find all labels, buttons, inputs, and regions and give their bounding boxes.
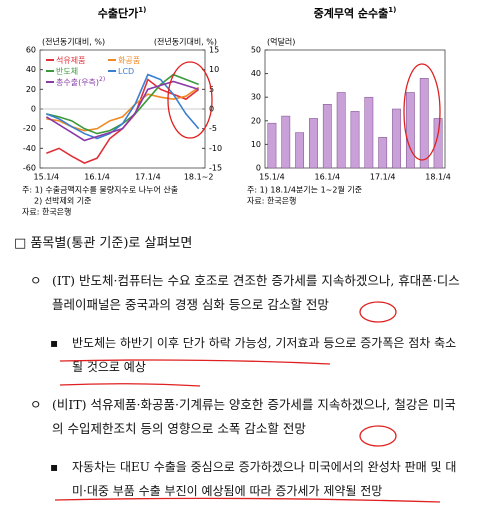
y-tick-label: 50 — [251, 46, 261, 55]
y2-axis-label: (전년동기대비, %) — [154, 37, 217, 47]
item: ㅇ (비IT) 석유제품·화공품·기계류는 양호한 증가세를 지속하겠으나, 철강… — [30, 393, 464, 441]
y-axis-label: (억달러) — [267, 37, 295, 47]
legend-label: 총수출(우측)2) — [56, 76, 105, 87]
item-marker: ▪ — [50, 336, 59, 350]
y-tick-label: 40 — [26, 65, 36, 74]
section-heading: □ 품목별(통관 기준)로 살펴보면 — [14, 236, 193, 251]
chart-title: 수출단가1) — [98, 6, 147, 20]
chart-title-text: 수출단가 — [98, 6, 138, 20]
legend-text: 반도체 — [56, 66, 78, 76]
y-tick-label: 10 — [251, 140, 261, 149]
y-tick-label: 60 — [26, 46, 36, 55]
x-tick-label: 15.1/4 — [34, 173, 60, 182]
item-text: 자동차는 대EU 수출을 중심으로 증가하겠으나 미국에서의 완성차 판매 및 … — [72, 460, 457, 498]
x-tick-label: 17.1/4 — [370, 173, 396, 182]
y2-tick-label: -10 — [209, 144, 222, 153]
item-list: ㅇ (IT) 반도체·컴퓨터는 수요 호조로 견조한 증가세를 지속하겠으나, 휴… — [0, 269, 480, 503]
y-tick-label: 20 — [251, 116, 261, 125]
item: ㅇ (IT) 반도체·컴퓨터는 수요 호조로 견조한 증가세를 지속하겠으나, 휴… — [30, 269, 464, 317]
y2-tick-label: 10 — [209, 65, 219, 74]
legend-text: LCD — [118, 67, 134, 76]
bar — [281, 115, 291, 169]
y-tick-label: 20 — [26, 85, 36, 94]
x-tick-label: 15.1/4 — [259, 173, 285, 182]
bar — [322, 104, 332, 169]
legend-text: 총수출(우측) — [56, 77, 99, 87]
item-marker: ㅇ — [30, 273, 42, 288]
x-tick-label: 17.1/4 — [135, 173, 161, 182]
bar — [364, 96, 374, 169]
legend-label: 화공품 — [118, 56, 140, 65]
legend-label: 석유제품 — [56, 55, 85, 65]
bar — [392, 108, 401, 169]
legend-note: 2) — [99, 76, 105, 83]
bar — [336, 92, 346, 169]
item-text: (비IT) 석유제품·화공품·기계류는 양호한 증가세를 지속하겠으나, 철강은… — [52, 397, 456, 436]
y-tick-label: -40 — [23, 144, 36, 153]
bar — [350, 111, 360, 169]
y-tick-label: 0 — [256, 164, 261, 173]
y2-tick-label: 15 — [209, 46, 219, 55]
x-tick-label: 18.1/4 — [425, 173, 451, 182]
item-marker: ▪ — [50, 460, 59, 474]
bar — [267, 122, 277, 169]
bar — [405, 92, 415, 169]
legend-text: 석유제품 — [56, 55, 85, 65]
title-note: 1) — [388, 6, 396, 14]
bar — [419, 78, 429, 169]
legend-label: 반도체 — [56, 66, 78, 76]
legend-text: 화공품 — [118, 56, 140, 65]
series-line — [46, 78, 200, 164]
y-tick-label: 0 — [31, 105, 36, 114]
chart-title-text: 중계무역 순수출 — [314, 6, 389, 20]
y-tick-label: -20 — [23, 124, 36, 133]
y2-tick-label: -5 — [209, 124, 217, 133]
bar — [309, 118, 318, 169]
legend-label: LCD — [118, 67, 134, 76]
item-text: (IT) 반도체·컴퓨터는 수요 호조로 견조한 증가세를 지속하겠으나, 휴대… — [52, 273, 460, 312]
section: □ 품목별(통관 기준)로 살펴보면 ㅇ (IT) 반도체·컴퓨터는 수요 호조로… — [0, 232, 480, 517]
bar — [378, 137, 388, 169]
bar — [433, 118, 443, 169]
series-line — [45, 80, 199, 142]
y2-tick-label: 0 — [209, 105, 214, 114]
y-tick-label: 30 — [251, 93, 261, 102]
x-tick-label: 16.1/4 — [315, 173, 341, 182]
y2-tick-label: 5 — [209, 85, 214, 94]
footnote: 2) 선박제외 기준 — [34, 196, 91, 206]
title-note: 1) — [138, 6, 146, 14]
footnote: 주: 1) 18.1/4분기는 1~2월 기준 — [247, 185, 362, 195]
item: ▪ 반도체는 하반기 이후 단가 하락 가능성, 기저효과 등으로 증가폭은 점차… — [50, 331, 464, 379]
footnote: 주: 1) 수출금액지수를 물량지수로 나누어 산출 — [22, 185, 178, 195]
chart-title: 중계무역 순수출1) — [314, 6, 397, 20]
y2-tick-label: -15 — [209, 164, 222, 173]
x-tick-label: 18.1~2 — [184, 173, 214, 182]
y-tick-label: 40 — [251, 69, 261, 78]
item-marker: ㅇ — [30, 397, 42, 412]
x-tick-label: 16.1/4 — [84, 173, 110, 182]
footnote: 자료: 한국은행 — [22, 207, 71, 217]
y-axis-label: (전년동기대비, %) — [42, 37, 105, 47]
bar — [295, 132, 305, 169]
item: ▪ 자동차는 대EU 수출을 중심으로 증가하겠으나 미국에서의 완성차 판매 및… — [50, 455, 464, 503]
item-text: 반도체는 하반기 이후 단가 하락 가능성, 기저효과 등으로 증가폭은 점차 … — [72, 336, 457, 374]
y-tick-label: -60 — [23, 164, 36, 173]
footnote: 자료: 한국은행 — [247, 196, 296, 206]
